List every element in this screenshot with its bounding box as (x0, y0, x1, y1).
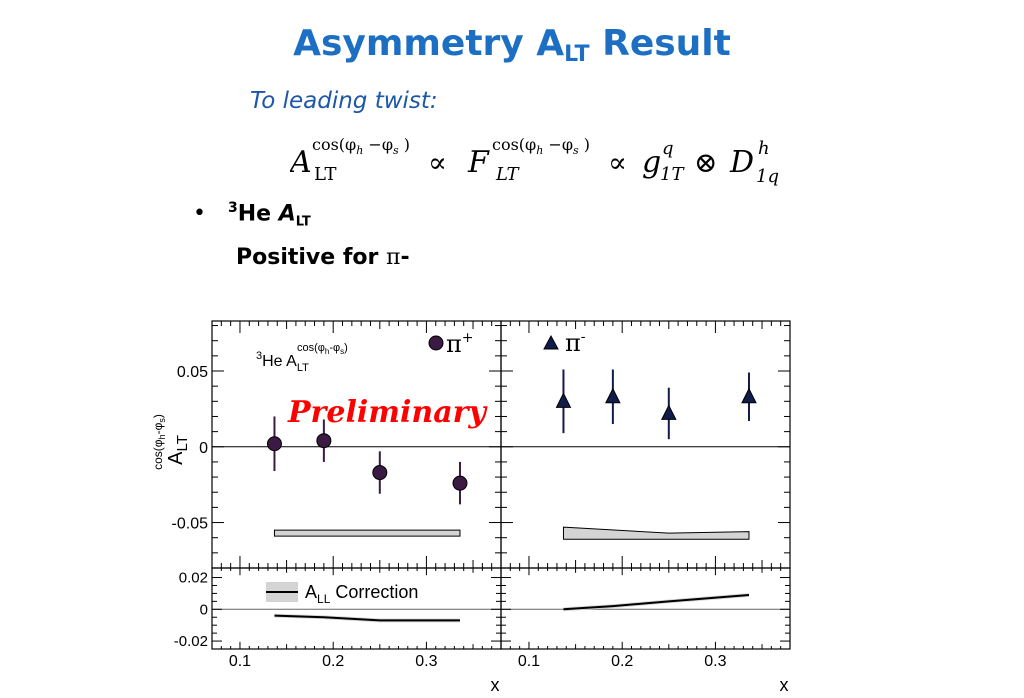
data-point-piplus (266, 436, 282, 452)
data-point-piminus (660, 404, 677, 420)
formula-A-sup: cos(φh −φs ) (312, 135, 410, 157)
formula-propto-2: ∝ (608, 146, 627, 179)
formula-F-sup: cos(φh −φs ) (492, 135, 590, 157)
x-tick-label: 0.2 (322, 653, 344, 670)
bullet-he3: • 3He ALT (193, 200, 311, 230)
in-plot-label-sup: cos(φh-φs) (297, 342, 348, 356)
asymmetry-chart: 0.1 0.2 0.3 x 0.1 0.2 0.3 x 0.05 0 -0.05 0.02 0 -0.02… (151, 320, 791, 695)
x-tick-label: 0.3 (415, 653, 437, 670)
x-axis-label: x (491, 675, 500, 695)
x-tick-label: 0.3 (704, 653, 726, 670)
correction-pad-frame (500, 567, 791, 650)
legend-piplus: π+ (446, 330, 474, 358)
legend-marker-piminus (543, 334, 559, 350)
correction-line (563, 594, 750, 611)
page-title: Asymmetry ALT Result (293, 23, 731, 67)
formula-A: A (290, 145, 312, 180)
x-tick-label: 0.1 (229, 653, 251, 670)
y-axis-label-sup: cos(φh-φs) (151, 414, 167, 470)
formula: A cos(φh −φs ) LT ∝ F cos(φh −φs ) LT ∝ … (290, 135, 779, 187)
correction-legend-label: ALL Correction (305, 582, 418, 606)
y-tick-label: -0.02 (174, 633, 208, 650)
data-point-piplus (316, 433, 332, 449)
y-axis-label-main: ALT (165, 435, 191, 465)
legend-marker-piplus (428, 335, 444, 351)
x-tick-label: 0.2 (611, 653, 633, 670)
formula-D-sup: h (758, 138, 770, 159)
formula-otimes: ⊗ (694, 146, 717, 179)
data-point-piplus (372, 465, 388, 481)
formula-F: F (467, 145, 490, 180)
y-tick-label: -0.05 (172, 516, 209, 533)
data-point-piminus (741, 387, 757, 404)
formula-A-sub: LT (314, 164, 337, 185)
formula-F-sub: LT (495, 164, 520, 185)
formula-g: g (642, 145, 661, 180)
formula-D: D (729, 145, 754, 180)
x-tick-label: 0.1 (518, 653, 540, 670)
data-point-piplus (452, 475, 468, 491)
preliminary-label: Preliminary (287, 395, 488, 430)
main-pad-frame (500, 320, 791, 569)
positive-note: Positive for π- (236, 245, 410, 270)
in-plot-label: 3He ALT (256, 350, 309, 374)
x-axis-label: x (780, 675, 789, 695)
correction-line (274, 614, 460, 622)
legend-piminus: π- (565, 329, 586, 357)
formula-g-sup: q (662, 138, 674, 159)
data-point-piminus (605, 387, 621, 404)
y-tick-label: 0.05 (177, 364, 208, 381)
subtitle: To leading twist: (250, 88, 438, 114)
formula-D-sub: 1q (756, 166, 779, 187)
y-tick-label: 0 (199, 440, 208, 457)
y-tick-label: 0.02 (179, 570, 208, 587)
systematic-band (562, 526, 750, 540)
y-tick-label: 0 (200, 601, 208, 618)
data-point-piminus (555, 392, 572, 408)
systematic-band (273, 529, 461, 537)
formula-g-sub: 1T (660, 164, 685, 185)
correction-pad-frame (211, 567, 502, 650)
formula-propto-1: ∝ (428, 146, 447, 179)
